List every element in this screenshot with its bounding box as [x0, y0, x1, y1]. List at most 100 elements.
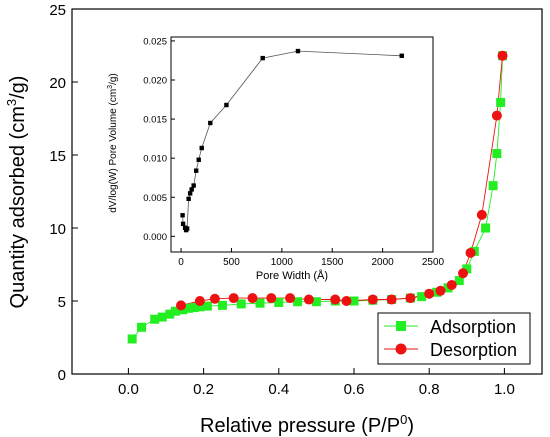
inset-point — [199, 145, 204, 151]
inset-x-tick-label: 500 — [223, 257, 240, 268]
desorption-point — [424, 288, 435, 299]
legend-adsorption-label: Adsorption — [430, 317, 516, 337]
desorption-point — [330, 294, 341, 305]
main-x-axis-label-text: Relative pressure (P/P — [200, 415, 400, 437]
inset-y-tick-label: 0.015 — [143, 115, 167, 126]
inset-point — [180, 213, 185, 218]
legend-desorption-marker — [395, 343, 407, 355]
main-series-group — [127, 50, 508, 344]
adsorption-point — [349, 296, 359, 306]
inset-y-tick-label: 0.010 — [143, 154, 167, 165]
inset-y-axis-label-tail: /g) — [108, 73, 119, 85]
inset-x-axis-label: Pore Width (Å) — [256, 269, 328, 282]
desorption-point — [194, 296, 205, 306]
inset-y-axis-label-sup: 3 — [107, 85, 114, 89]
adsorption-point — [462, 264, 472, 274]
inset-point — [193, 168, 199, 173]
main-y-axis-label-tail: /g) — [7, 76, 29, 99]
main-y-tick-label: 15 — [49, 148, 66, 165]
adsorption-point — [255, 298, 265, 308]
inset-point — [260, 55, 265, 61]
desorption-point — [491, 110, 502, 121]
inset-point — [196, 157, 201, 162]
adsorption-point — [417, 292, 427, 302]
desorption-point — [247, 293, 258, 304]
adsorption-point — [195, 302, 205, 312]
main-x-axis-label: Relative pressure (P/P0) — [200, 412, 414, 437]
legend: Adsorption Desorption — [377, 312, 531, 365]
main-x-tick-label: 0.2 — [193, 381, 214, 398]
inset-plot-frame — [170, 36, 434, 253]
inset-y-axis-label: dV/log(W) Pore Volume (cm3/g) — [107, 73, 119, 213]
inset-x-tick-label: 1000 — [271, 257, 294, 268]
desorption-point — [176, 300, 187, 311]
desorption-point — [435, 285, 446, 296]
adsorption-point — [311, 297, 321, 307]
desorption-point — [446, 279, 457, 290]
adsorption-point — [217, 300, 227, 310]
inset-point — [208, 120, 213, 126]
desorption-point — [228, 293, 239, 304]
main-y-tick-label: 25 — [49, 2, 66, 19]
inset-y-tick-label: 0.020 — [143, 76, 167, 87]
adsorption-point — [293, 297, 303, 307]
main-y-tick-label: 0 — [58, 367, 66, 384]
inset-point — [295, 48, 301, 54]
main-x-axis-label-sup: 0 — [400, 412, 407, 427]
main-x-axis-label-tail: ) — [407, 415, 414, 437]
inset-x-tick-label: 0 — [178, 257, 184, 268]
adsorption-point — [488, 181, 498, 191]
desorption-point — [285, 293, 296, 304]
inset-x-tick-label: 2000 — [371, 257, 394, 268]
adsorption-point — [496, 97, 506, 107]
inset-x-tick-label: 1500 — [321, 257, 344, 268]
legend-desorption-label: Desorption — [430, 340, 517, 360]
main-y-axis-label-sup: 3 — [4, 99, 19, 106]
desorption-point — [465, 247, 476, 258]
desorption-point — [386, 294, 397, 305]
inset-point — [186, 196, 191, 202]
inset-y-tick-label: 0.000 — [143, 232, 167, 243]
desorption-point — [367, 294, 378, 305]
adsorption-point — [492, 149, 502, 159]
adsorption-point — [454, 276, 464, 286]
main-x-tick-label: 1.0 — [494, 381, 515, 398]
main-y-tick-label: 20 — [49, 75, 66, 92]
desorption-point — [405, 293, 416, 304]
adsorption-point — [481, 223, 491, 233]
main-y-axis-label: Quantity adsorbed (cm3/g) — [4, 76, 29, 309]
inset-y-axis-label-text: dV/log(W) Pore Volume (cm — [108, 89, 119, 213]
inset-x-tick-label: 2500 — [422, 257, 445, 268]
main-x-tick-label: 0.6 — [344, 381, 365, 398]
main-x-tick-label: 0.8 — [419, 381, 440, 398]
main-axis-ticks: 0.0 0.2 0.4 0.6 0.8 1.0 0 5 10 15 20 25 — [49, 2, 515, 398]
adsorption-point — [184, 303, 194, 313]
adsorption-point — [165, 309, 175, 319]
desorption-point — [266, 293, 277, 304]
adsorption-point — [157, 312, 167, 322]
inset-series-group — [180, 48, 404, 233]
main-y-tick-label: 10 — [49, 221, 66, 238]
main-x-tick-label: 0.0 — [118, 381, 139, 398]
desorption-point — [497, 50, 508, 61]
inset-axis-ticks: 0 500 1000 1500 2000 2500 0.000 0.005 0.010 0.015… — [143, 36, 444, 268]
inset-point — [189, 187, 194, 192]
desorption-point — [341, 296, 352, 306]
desorption-point — [458, 268, 469, 279]
adsorption-point — [137, 322, 147, 332]
adsorption-point — [150, 314, 160, 324]
main-x-tick-label: 0.4 — [268, 381, 289, 398]
inset-point — [191, 183, 196, 188]
adsorption-point — [274, 297, 284, 307]
inset-y-tick-label: 0.005 — [143, 193, 167, 204]
inset-y-tick-label: 0.025 — [143, 36, 167, 47]
inset-point — [224, 102, 229, 108]
legend-adsorption-marker — [396, 321, 406, 331]
main-y-axis-label-text: Quantity adsorbed (cm — [7, 106, 29, 308]
inset-point — [180, 221, 186, 227]
adsorption-point — [170, 306, 180, 316]
main-plot-frame — [71, 8, 543, 375]
inset-point — [399, 53, 404, 58]
adsorption-point — [202, 301, 212, 311]
